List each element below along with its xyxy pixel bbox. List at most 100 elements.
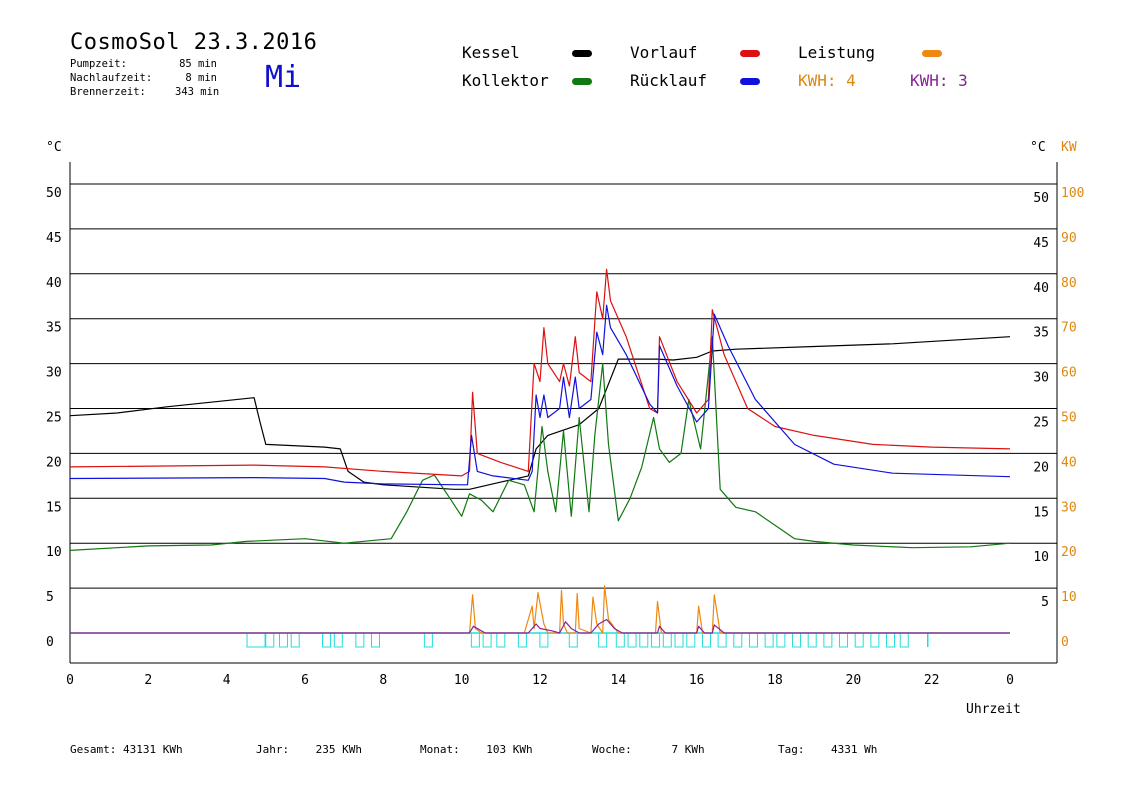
y-tick-right-c: 50: [1033, 191, 1049, 206]
x-axis-label: Uhrzeit: [966, 702, 1021, 717]
pump-indicator: [686, 632, 696, 648]
pump-indicator: [290, 632, 300, 648]
series-leistung: [70, 585, 1010, 634]
y-tick-right-kw: 30: [1061, 500, 1077, 515]
pump-indicator: [748, 632, 758, 648]
y-tick-right-c: 40: [1033, 281, 1049, 296]
y-tick-left: 0: [46, 635, 54, 650]
pump-indicator: [823, 632, 833, 648]
tick-labels: 0510152025303540455051015202530354045500…: [46, 186, 1084, 688]
pump-indicator: [322, 632, 332, 648]
y-tick-right-kw: 0: [1061, 635, 1069, 650]
x-tick-label: 4: [223, 673, 231, 688]
footer-tag: Tag: 4331 Wh: [778, 743, 877, 756]
pump-indicator: [246, 632, 266, 648]
x-tick-label: 2: [144, 673, 152, 688]
pump-indicator: [615, 632, 625, 648]
pump-indicator: [839, 632, 849, 648]
left-axis-unit: °C: [46, 140, 62, 155]
y-tick-left: 25: [46, 411, 62, 426]
series-kollektor: [69, 336, 1011, 551]
footer-value: 103 KWh: [486, 743, 533, 756]
footer-label: Tag:: [778, 743, 805, 756]
footer-monat: Monat: 103 KWh: [420, 743, 533, 756]
pump-indicator: [764, 632, 774, 648]
pump-indicator: [886, 632, 896, 648]
x-tick-label: 0: [1006, 673, 1014, 688]
weekday-label: Mi: [265, 60, 302, 95]
legend-ruecklauf-swatch: [740, 78, 760, 85]
pump-indicator: [278, 632, 288, 648]
pump-indicator: [333, 632, 343, 648]
y-tick-left: 40: [46, 276, 62, 291]
legend-kwh-b: KWH: 3: [910, 71, 968, 90]
pump-indicator: [662, 632, 672, 648]
stat-label: Nachlaufzeit:: [70, 72, 153, 84]
y-tick-right-c: 20: [1033, 460, 1049, 475]
pump-indicator: [674, 632, 684, 648]
y-tick-right-kw: 10: [1061, 590, 1077, 605]
legend-leistung-label: Leistung: [798, 43, 876, 62]
y-tick-right-kw: 60: [1061, 366, 1077, 381]
pump-indicator: [776, 632, 786, 648]
chart-title: CosmoSol 23.3.2016: [70, 30, 318, 55]
pump-indicator: [651, 632, 661, 648]
pump-indicator: [496, 632, 506, 648]
plot-frame: [69, 162, 1058, 664]
pump-indicator: [265, 632, 275, 648]
pump-indicator: [870, 632, 880, 648]
y-tick-right-c: 30: [1033, 371, 1049, 386]
x-tick-label: 6: [301, 673, 309, 688]
legend-kollektor-swatch: [572, 78, 592, 85]
y-tick-right-c: 10: [1033, 550, 1049, 565]
right-axis-unit-kw: KW: [1061, 140, 1077, 155]
pump-indicator: [717, 632, 727, 648]
stat-value: 343 min: [175, 86, 220, 98]
pump-indicator: [899, 632, 909, 648]
stat-value: 85 min: [179, 58, 217, 70]
footer-label: Woche:: [592, 743, 632, 756]
pump-indicator: [568, 632, 578, 648]
pump-indicator: [423, 632, 433, 648]
footer-value: 43131 KWh: [122, 743, 183, 756]
footer-label: Gesamt:: [70, 743, 117, 756]
pump-indicator: [355, 632, 365, 648]
y-tick-right-kw: 80: [1061, 276, 1077, 291]
x-tick-label: 14: [611, 673, 627, 688]
y-tick-right-c: 15: [1033, 505, 1049, 520]
stat-label: Pumpzeit:: [70, 58, 127, 70]
pump-indicator: [733, 632, 743, 648]
y-tick-left: 50: [46, 186, 62, 201]
footer-gesamt: Gesamt: 43131 KWh: [70, 743, 183, 756]
x-tick-label: 8: [379, 673, 387, 688]
pump-indicator-row: [246, 632, 929, 648]
x-tick-label: 12: [532, 673, 548, 688]
y-tick-left: 10: [46, 545, 62, 560]
y-tick-left: 20: [46, 455, 62, 470]
legend-kwh-a: KWH: 4: [798, 71, 856, 90]
legend-vorlauf-label: Vorlauf: [630, 43, 698, 62]
x-tick-label: 18: [767, 673, 783, 688]
pump-indicator: [371, 632, 380, 648]
pump-indicator: [517, 632, 527, 648]
series-kwh-3: [70, 618, 1010, 634]
y-tick-left: 15: [46, 500, 62, 515]
footer-label: Jahr:: [256, 743, 290, 756]
legend-kollektor-label: Kollektor: [462, 71, 549, 90]
pump-indicator: [539, 632, 549, 648]
x-tick-label: 10: [454, 673, 470, 688]
stat-pumpzeit: Pumpzeit: 85 min: [70, 58, 217, 70]
grid-lines: [70, 183, 1057, 634]
y-tick-right-kw: 40: [1061, 455, 1077, 470]
legend-ruecklauf-label: Rücklauf: [630, 71, 708, 90]
y-tick-right-c: 45: [1033, 236, 1049, 251]
y-tick-right-kw: 90: [1061, 231, 1077, 246]
y-tick-right-kw: 70: [1061, 321, 1077, 336]
pump-indicator: [482, 632, 492, 648]
y-tick-left: 35: [46, 321, 62, 336]
footer-woche: Woche: 7 KWh: [592, 743, 705, 756]
right-axis-unit-c: °C: [1030, 140, 1046, 155]
pump-indicator: [627, 632, 637, 648]
legend-vorlauf-swatch: [740, 50, 760, 57]
